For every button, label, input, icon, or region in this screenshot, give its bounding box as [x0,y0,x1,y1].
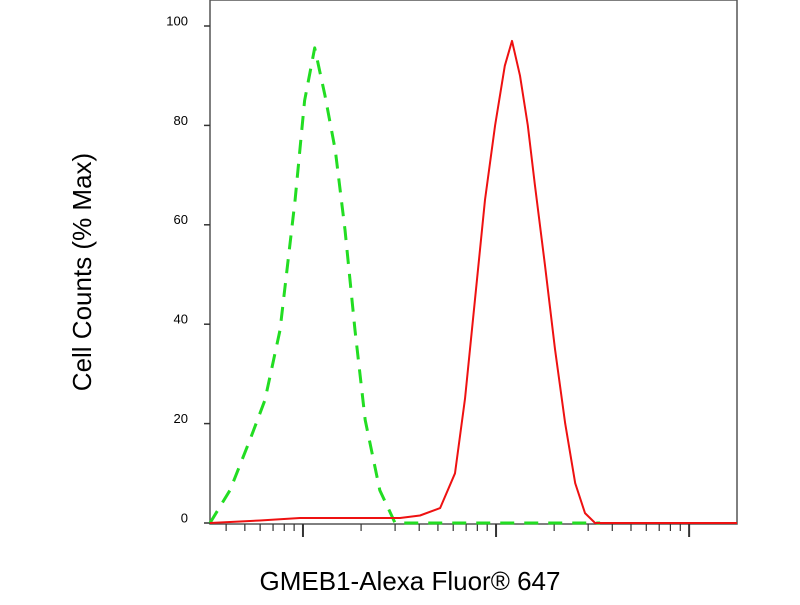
y-tick-label: 20 [174,411,188,426]
y-tick-label: 80 [174,113,188,128]
y-tick-label: 40 [174,312,188,327]
plot-frame [209,0,738,525]
series-line [209,39,737,524]
x-axis-title: GMEB1-Alexa Fluor® 647 [260,566,561,596]
y-tick-label: 0 [181,510,188,525]
y-tick-label: 60 [174,212,188,227]
series-line [208,46,601,525]
y-tick-label: 100 [166,13,188,28]
y-axis-title: Cell Counts (% Max) [67,153,97,391]
